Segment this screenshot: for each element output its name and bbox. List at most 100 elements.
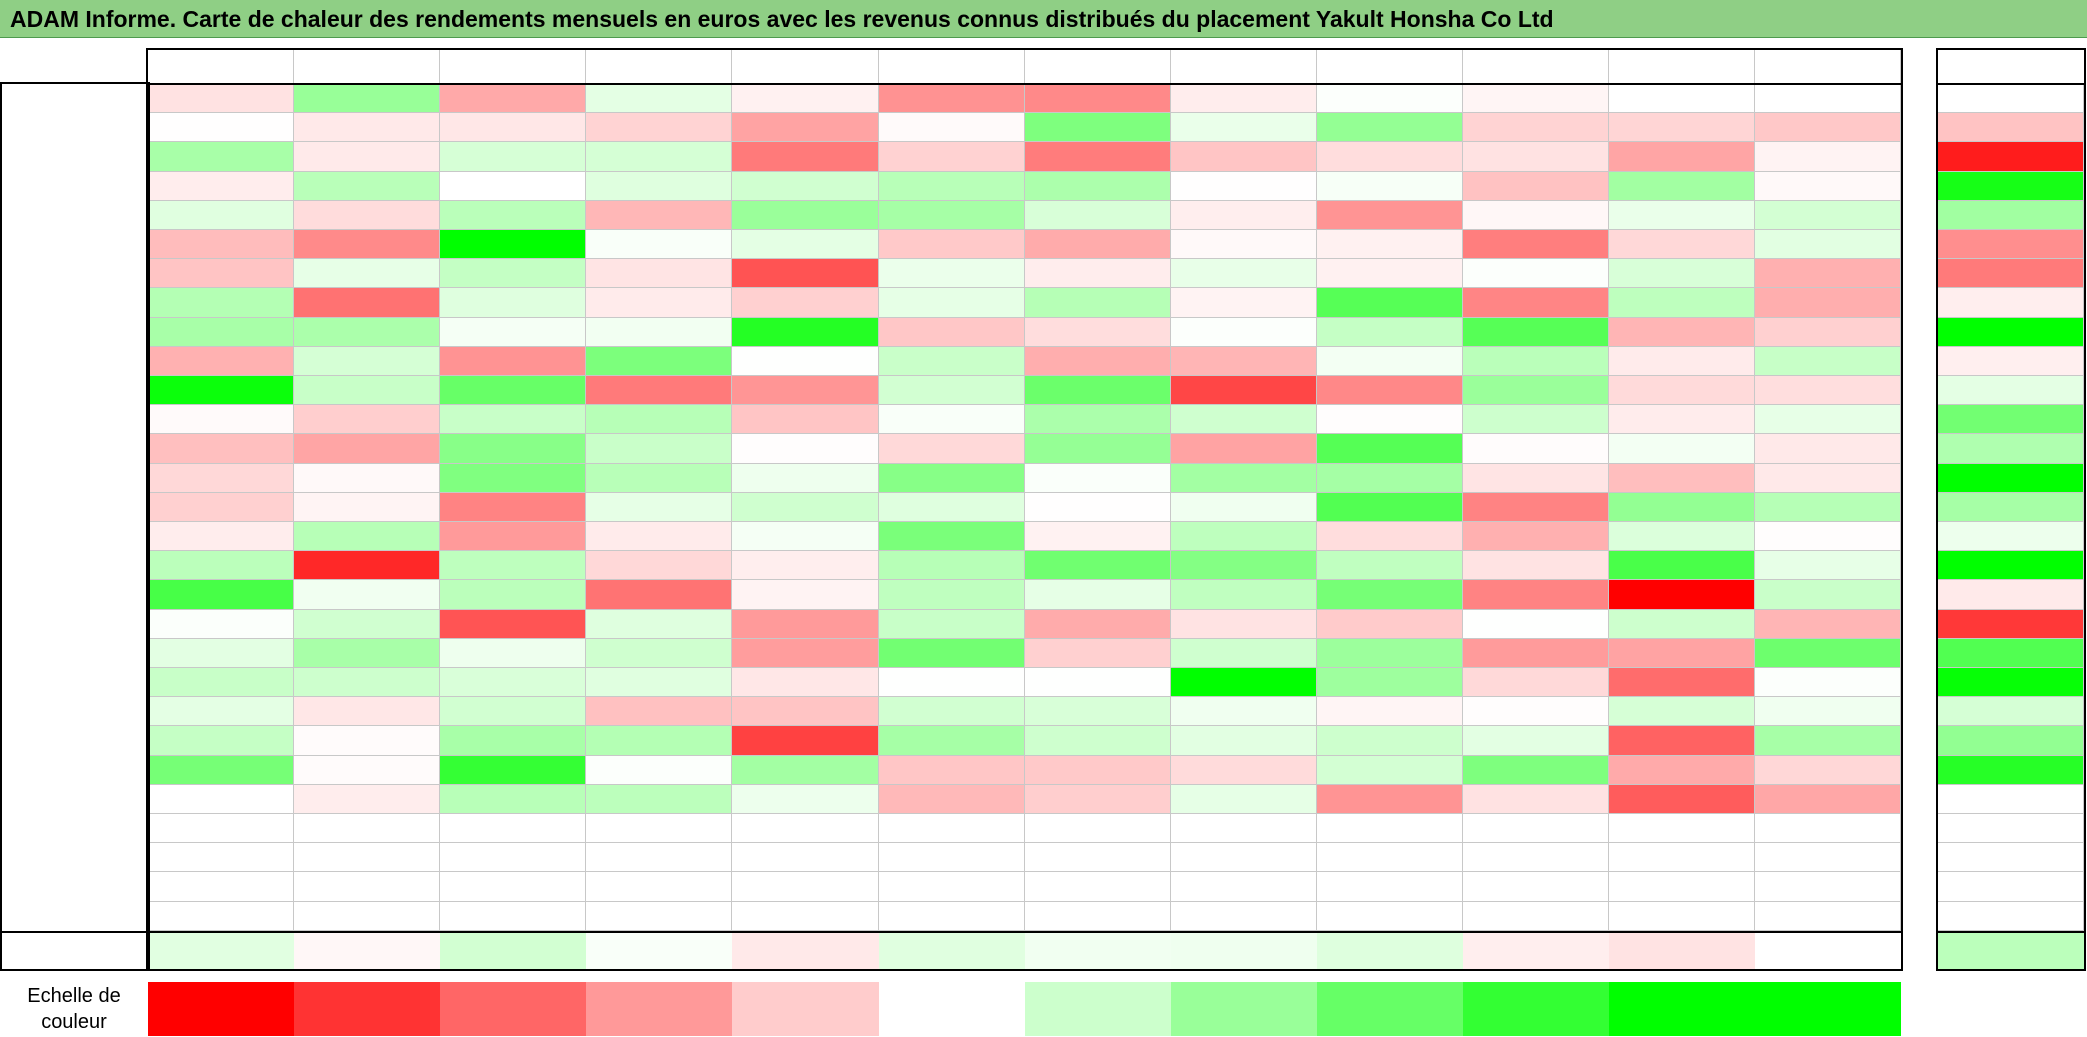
heatmap-cell (1317, 230, 1463, 259)
heatmap-cell (148, 610, 294, 639)
annual-return-cell (1938, 551, 2084, 580)
heatmap-cell (1025, 434, 1171, 464)
heatmap-cell (1463, 201, 1609, 230)
heatmap-cell (586, 376, 732, 405)
row-year-label (0, 113, 148, 142)
heatmap-cell (586, 726, 732, 756)
heatmap-cell (1609, 201, 1755, 230)
heatmap-cell (732, 113, 879, 142)
heatmap-cell (732, 464, 879, 493)
heatmap-cell (586, 172, 732, 201)
average-cell (732, 933, 879, 969)
annual-return-cell (1938, 493, 2084, 522)
annual-return-cell (1938, 288, 2084, 318)
heatmap-cell (148, 259, 294, 288)
heatmap-cell (294, 318, 440, 347)
heatmap-cell (586, 113, 732, 142)
heatmap-cell (1755, 872, 1901, 902)
heatmap-cell (440, 843, 586, 872)
heatmap-cell (732, 84, 879, 113)
heatmap-cell (732, 610, 879, 639)
heatmap-cell (1609, 376, 1755, 405)
heatmap-cell (294, 785, 440, 814)
heatmap-cell (294, 580, 440, 610)
heatmap-cell (1317, 113, 1463, 142)
heatmap-cell (879, 639, 1025, 668)
heatmap-cell (732, 843, 879, 872)
heatmap-cell (1317, 580, 1463, 610)
heatmap-cell (586, 756, 732, 785)
heatmap-cell (1171, 201, 1317, 230)
row-year-label (0, 172, 148, 201)
heatmap-cell (294, 288, 440, 318)
heatmap-cell (1171, 872, 1317, 902)
color-scale-swatch (732, 982, 879, 1036)
heatmap-cell (586, 668, 732, 697)
average-cell (294, 933, 440, 969)
heatmap-cell (1171, 318, 1317, 347)
heatmap-cell (1171, 814, 1317, 843)
heatmap-cell (294, 843, 440, 872)
heatmap-cell (732, 872, 879, 902)
heatmap-cell (732, 434, 879, 464)
average-cell (1463, 933, 1609, 969)
heatmap-cell (1171, 639, 1317, 668)
heatmap-cell (1025, 201, 1171, 230)
heatmap-cell (294, 464, 440, 493)
heatmap-cell (1025, 726, 1171, 756)
heatmap-cell (440, 493, 586, 522)
heatmap-cell (586, 259, 732, 288)
heatmap-cell (732, 756, 879, 785)
row-year-label (0, 697, 148, 726)
heatmap-cell (1609, 172, 1755, 201)
heatmap-cell (1609, 113, 1755, 142)
heatmap-cell (1025, 376, 1171, 405)
heatmap-cell (148, 756, 294, 785)
heatmap-cell (1025, 668, 1171, 697)
heatmap-cell (1609, 259, 1755, 288)
heatmap-cell (1025, 464, 1171, 493)
heatmap-cell (148, 142, 294, 172)
heatmap-cell (294, 84, 440, 113)
color-scale-swatch (294, 982, 440, 1036)
heatmap-cell (148, 288, 294, 318)
average-cell (148, 933, 294, 969)
heatmap-cell (1025, 551, 1171, 580)
heatmap-cell (1025, 405, 1171, 434)
heatmap-cell (1463, 580, 1609, 610)
heatmap-cell (1609, 697, 1755, 726)
heatmap-cell (148, 172, 294, 201)
heatmap-cell (1755, 756, 1901, 785)
average-cell (586, 933, 732, 969)
annual-return-cell (1938, 580, 2084, 610)
heatmap-cell (1609, 493, 1755, 522)
heatmap-cell (586, 872, 732, 902)
color-scale-label: Echelle de couleur (27, 984, 121, 1033)
heatmap-cell (732, 405, 879, 434)
heatmap-cell (294, 872, 440, 902)
row-year-label (0, 201, 148, 230)
heatmap-cell (586, 84, 732, 113)
average-divider-year (1938, 931, 2084, 933)
annual-return-cell (1938, 610, 2084, 639)
heatmap-cell (1755, 902, 1901, 931)
row-year-label (0, 405, 148, 434)
heatmap-cell (1463, 843, 1609, 872)
heatmap-cell (732, 142, 879, 172)
heatmap-cell (1463, 814, 1609, 843)
annual-return-cell (1938, 726, 2084, 756)
heatmap-cell (1755, 551, 1901, 580)
annual-return-cell (1938, 172, 2084, 201)
heatmap-cell (440, 580, 586, 610)
heatmap-cell (1755, 610, 1901, 639)
heatmap-cell (1025, 756, 1171, 785)
month-header (732, 50, 879, 84)
heatmap-cell (440, 172, 586, 201)
heatmap-cell (732, 288, 879, 318)
heatmap-cell (1317, 902, 1463, 931)
heatmap-cell (732, 668, 879, 697)
heatmap-cell (586, 814, 732, 843)
heatmap-cell (732, 814, 879, 843)
heatmap-cell (879, 580, 1025, 610)
heatmap-cell (1025, 872, 1171, 902)
